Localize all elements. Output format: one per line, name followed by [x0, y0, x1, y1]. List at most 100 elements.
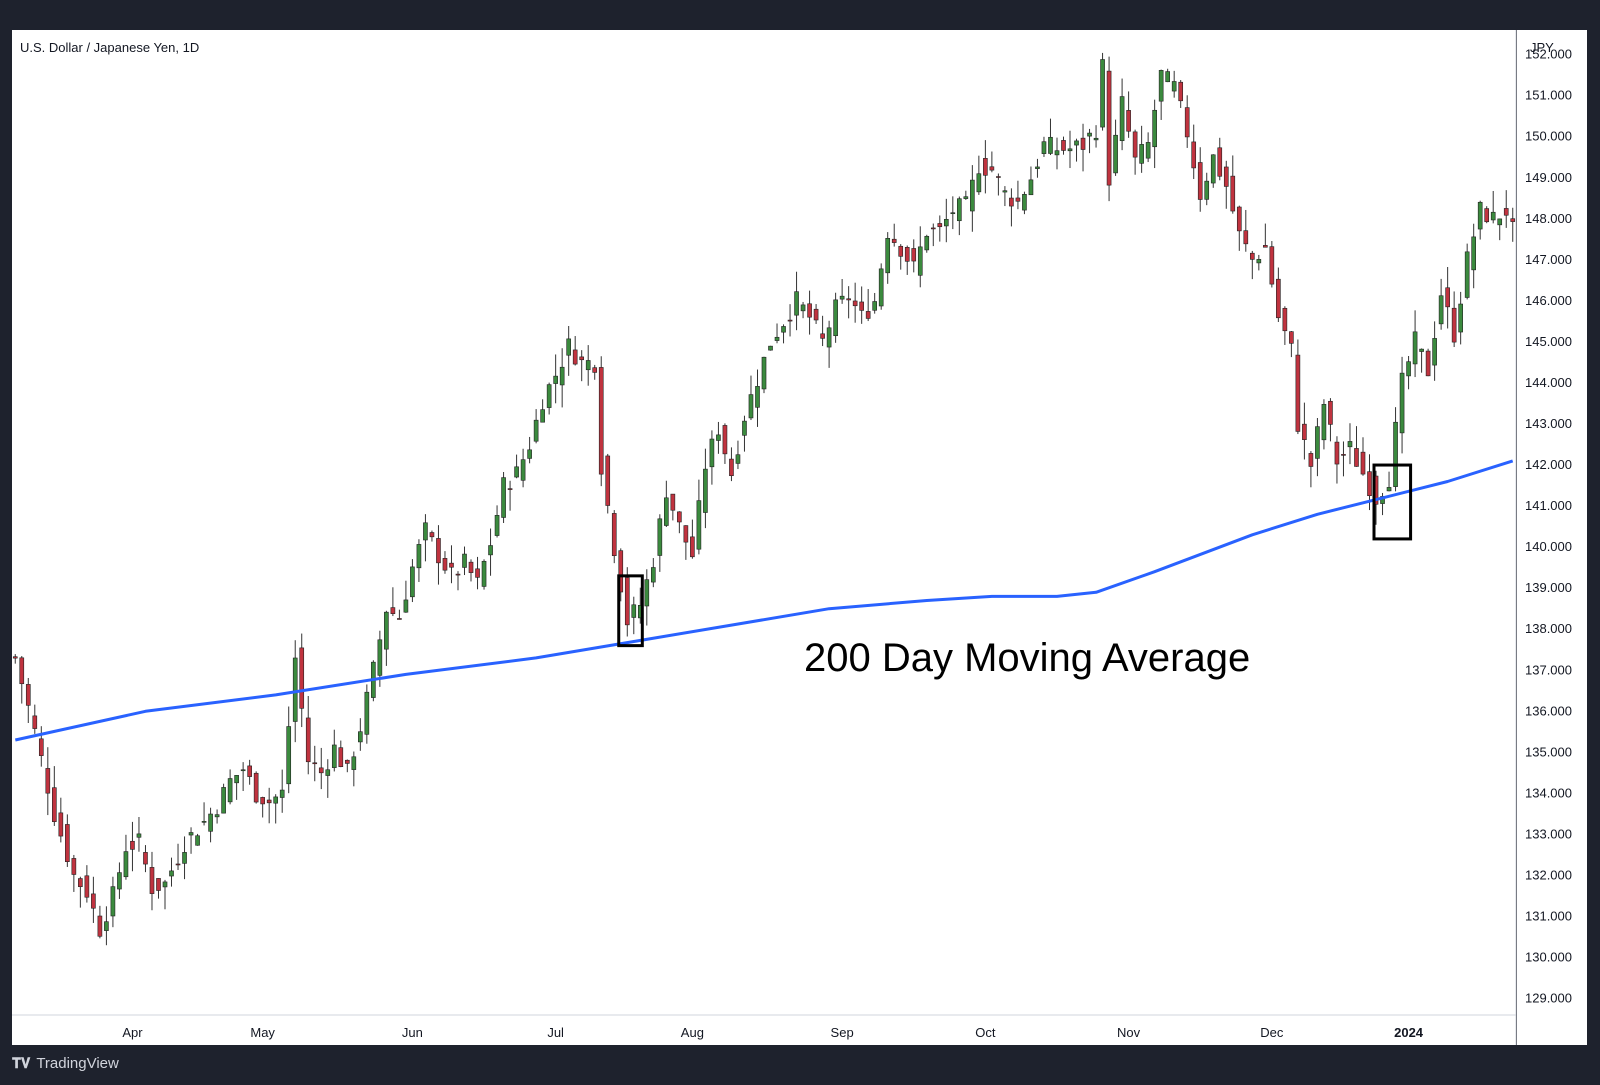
candle-body — [279, 789, 285, 798]
candle-body — [1009, 197, 1014, 207]
price-axis-panel — [1517, 30, 1587, 1045]
candle-body — [201, 821, 207, 823]
candles — [12, 52, 1516, 946]
candle-body — [1074, 140, 1079, 146]
candle-body — [1152, 109, 1157, 148]
candle-body — [1484, 208, 1490, 223]
candle-body — [117, 872, 122, 890]
y-tick-label: 152.000 — [1525, 47, 1572, 62]
candle-body — [292, 657, 298, 722]
candle-body — [1249, 252, 1255, 260]
candle-body — [182, 852, 187, 864]
candle-body — [716, 434, 721, 441]
candle-body — [761, 356, 767, 390]
candle-body — [1419, 348, 1424, 352]
y-tick-label: 131.000 — [1525, 909, 1572, 924]
candle-body — [813, 308, 819, 321]
candle-body — [397, 618, 402, 620]
y-tick-label: 143.000 — [1525, 416, 1572, 431]
candle-body — [592, 367, 598, 373]
candle-body — [156, 878, 161, 891]
candle-body — [963, 196, 969, 199]
candle-body — [566, 338, 571, 356]
candle-body — [579, 356, 585, 361]
candle-body — [305, 717, 311, 763]
candle-body — [1445, 287, 1450, 308]
x-tick-label: Sep — [831, 1025, 854, 1040]
x-tick-label: 2024 — [1394, 1025, 1424, 1040]
y-tick-label: 135.000 — [1525, 744, 1572, 759]
candle-body — [820, 333, 825, 339]
y-tick-label: 144.000 — [1525, 375, 1572, 390]
candle-body — [169, 870, 174, 877]
x-tick-label: Jun — [402, 1025, 423, 1040]
candle-body — [240, 769, 246, 772]
candle-body — [1204, 180, 1210, 200]
candle-body — [970, 179, 975, 212]
candle-body — [690, 536, 695, 558]
candle-body — [527, 449, 532, 459]
candle-body — [846, 298, 851, 301]
candle-body — [1139, 144, 1144, 164]
candle-body — [351, 756, 357, 770]
candle-body — [559, 366, 565, 386]
tradingview-brand[interactable]: 𝐓𝐕 TradingView — [12, 1055, 119, 1072]
candle-body — [677, 511, 682, 523]
candle-body — [221, 787, 226, 814]
candle-body — [266, 799, 272, 804]
candle-body — [683, 525, 689, 543]
candle-body — [488, 545, 493, 556]
y-tick-label: 145.000 — [1525, 334, 1572, 349]
candle-body — [475, 568, 480, 578]
candle-body — [1002, 190, 1008, 193]
candle-body — [1236, 206, 1242, 232]
chart-area[interactable] — [12, 30, 1516, 1045]
candle-body — [768, 345, 773, 351]
candle-body — [58, 812, 64, 837]
candle-body — [507, 488, 513, 490]
candle-body — [494, 515, 500, 536]
candle-body — [260, 797, 265, 805]
candle-body — [781, 326, 786, 333]
candle-body — [957, 198, 962, 222]
candle-body — [358, 731, 363, 743]
candle-body — [787, 319, 793, 322]
brand-label: TradingView — [36, 1055, 119, 1072]
candle-body — [312, 762, 318, 765]
candle-body — [1243, 230, 1249, 245]
candle-body — [650, 567, 656, 583]
candle-body — [1158, 70, 1164, 102]
candle-body — [247, 765, 252, 777]
candle-body — [331, 744, 337, 768]
candle-body — [1282, 307, 1288, 332]
candle-body — [514, 466, 519, 478]
candle-body — [572, 349, 578, 365]
y-tick-label: 137.000 — [1525, 662, 1572, 677]
candle-body — [670, 493, 676, 511]
candle-body — [403, 599, 409, 613]
x-tick-label: Nov — [1117, 1025, 1141, 1040]
candle-body — [1458, 303, 1463, 333]
candle-body — [1269, 246, 1275, 285]
candle-body — [468, 561, 474, 573]
candle-body — [1106, 70, 1112, 186]
y-tick-label: 139.000 — [1525, 580, 1572, 595]
currency-label[interactable]: JPY — [1530, 40, 1554, 55]
x-tick-label: Apr — [122, 1025, 143, 1040]
candle-body — [501, 477, 506, 518]
candle-body — [533, 419, 539, 442]
y-tick-label: 150.000 — [1525, 129, 1572, 144]
y-tick-label: 147.000 — [1525, 252, 1572, 267]
candle-body — [872, 301, 878, 311]
candle-body — [644, 579, 650, 607]
candle-body — [553, 375, 558, 384]
candle-body — [299, 647, 305, 709]
candle-body — [1067, 148, 1073, 152]
y-tick-label: 149.000 — [1525, 170, 1572, 185]
candle-body — [1386, 487, 1392, 492]
candle-body — [722, 425, 728, 455]
candle-body — [175, 863, 181, 866]
candle-body — [253, 772, 259, 803]
